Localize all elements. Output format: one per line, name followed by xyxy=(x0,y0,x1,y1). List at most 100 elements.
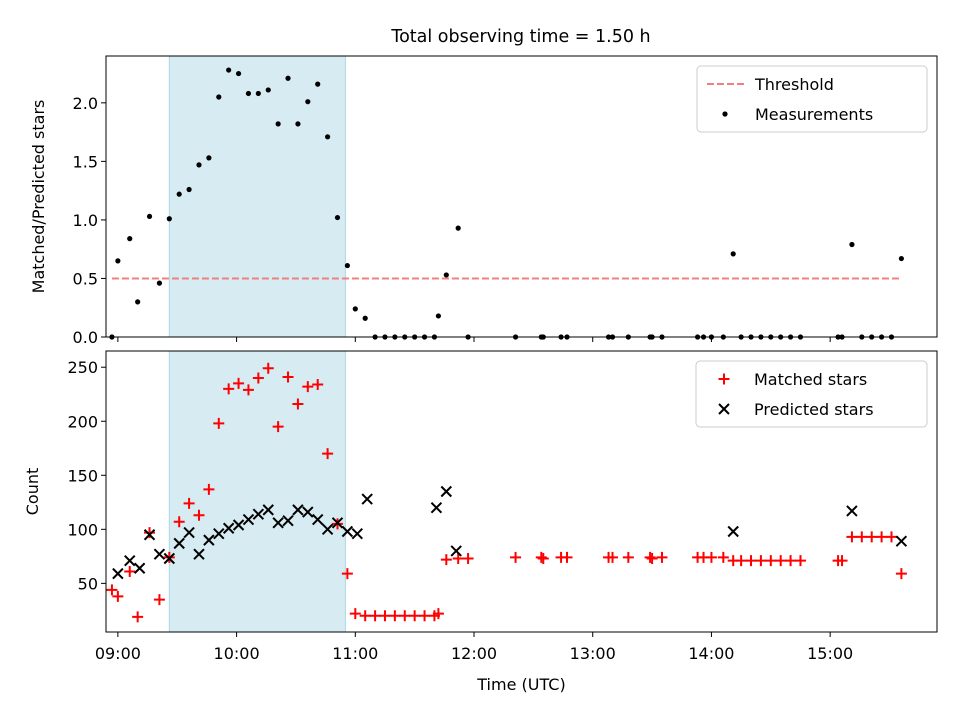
measurements-point xyxy=(206,155,212,161)
measurements-point xyxy=(295,121,301,127)
legend-box xyxy=(695,360,928,428)
matched-stars-point xyxy=(144,527,156,539)
legend-label: Measurements xyxy=(755,105,873,124)
matched-stars-point xyxy=(272,421,284,433)
matched-stars-point xyxy=(646,553,658,565)
matched-stars-point xyxy=(895,568,907,580)
matched-stars-point xyxy=(252,372,264,384)
measurements-point xyxy=(334,214,341,221)
shaded-interval xyxy=(168,55,346,338)
matched-stars-point xyxy=(124,565,136,577)
predicted-stars-point xyxy=(440,485,453,498)
axes-frame xyxy=(105,350,938,633)
matched-stars-point xyxy=(622,551,634,563)
matched-stars-point xyxy=(173,516,185,528)
predicted-stars-point xyxy=(232,519,245,531)
predicted-stars-point xyxy=(331,517,344,529)
predicted-stars-point xyxy=(341,525,354,538)
predicted-stars-point xyxy=(727,525,739,538)
matched-stars-point xyxy=(132,611,144,623)
predicted-stars-point xyxy=(242,513,255,526)
matched-stars-point xyxy=(717,551,729,563)
predicted-stars-point xyxy=(153,548,166,560)
x-tick-label: 15:00 xyxy=(807,644,853,663)
matched-stars-point xyxy=(203,483,215,495)
matched-stars-point xyxy=(765,555,777,567)
matched-stars-point xyxy=(440,554,452,566)
y-tick-label: 2.0 xyxy=(73,94,98,113)
predicted-stars-point xyxy=(133,562,146,574)
matched-stars-point xyxy=(735,555,747,567)
y-axis-label: Count xyxy=(23,468,42,516)
predicted-stars-point xyxy=(282,514,294,527)
matched-stars-point xyxy=(510,551,522,563)
legend-measurements-swatch xyxy=(722,111,728,117)
measurements-point xyxy=(226,67,232,73)
y-tick-label: 150 xyxy=(67,466,98,485)
matched-stars-point xyxy=(223,383,235,395)
measurements-point xyxy=(352,306,358,312)
y-tick-label: 0.0 xyxy=(73,328,98,347)
y-tick-label: 1.0 xyxy=(73,211,98,230)
predicted-stars-point xyxy=(292,504,304,516)
shaded-interval xyxy=(168,350,346,633)
predicted-stars-point xyxy=(895,535,908,547)
matched-stars-point xyxy=(312,379,324,391)
matched-stars-point xyxy=(106,584,118,596)
matched-stars-point xyxy=(193,509,205,521)
x-tick-label: 10:00 xyxy=(214,644,260,663)
predicted-stars-point xyxy=(203,534,215,546)
matched-stars-point xyxy=(794,555,806,567)
matched-stars-point xyxy=(462,553,474,565)
measurements-point xyxy=(362,315,368,321)
measurements-point xyxy=(285,75,291,81)
legend-label: Threshold xyxy=(754,75,834,94)
measurements-point xyxy=(127,236,133,242)
measurements-point xyxy=(325,134,331,140)
predicted-stars-point xyxy=(143,529,156,541)
matched-stars-point xyxy=(262,362,274,374)
legend: Matched stars Predicted stars xyxy=(695,360,928,428)
x-axis-label: Time (UTC) xyxy=(476,675,565,694)
matched-stars-point xyxy=(183,497,195,509)
x-tick-label: 11:00 xyxy=(332,644,378,663)
x-tick-label: 09:00 xyxy=(95,644,141,663)
axes-frame xyxy=(105,55,938,338)
predicted-stars-point xyxy=(361,493,373,505)
matched-stars-point xyxy=(836,555,848,567)
measurements-point xyxy=(156,280,163,286)
measurements-point xyxy=(146,213,153,220)
measurements-point xyxy=(443,272,449,278)
matched-stars-point xyxy=(561,551,573,563)
predicted-stars-point xyxy=(252,508,265,520)
legend-matched-swatch xyxy=(718,373,730,385)
predicted-stars-point xyxy=(112,567,124,580)
matched-stars-point xyxy=(233,377,245,389)
predicted-stars-point xyxy=(430,502,443,514)
predicted-stars-point xyxy=(183,526,195,539)
measurements-point xyxy=(315,81,321,87)
measurements-point xyxy=(265,87,271,93)
measurements-point xyxy=(898,255,904,262)
x-tick-label: 12:00 xyxy=(451,644,497,663)
x-tick-label: 13:00 xyxy=(570,644,616,663)
predicted-stars-point xyxy=(302,506,314,518)
predicted-stars-point xyxy=(222,522,235,534)
matched-stars-point xyxy=(537,553,549,565)
matched-stars-point xyxy=(153,594,165,606)
matched-stars-point xyxy=(866,531,878,543)
predicted-stars-point xyxy=(321,523,334,536)
matched-stars-point xyxy=(745,555,757,567)
matched-stars-point xyxy=(885,531,897,543)
measurements-point xyxy=(305,99,311,105)
measurements-point xyxy=(135,299,141,305)
measurements-point xyxy=(344,262,350,269)
matched-stars-point xyxy=(876,531,888,543)
matched-stars-point xyxy=(656,551,668,563)
matched-stars-point xyxy=(644,551,656,563)
measurements-point xyxy=(196,162,202,168)
matched-stars-point xyxy=(379,610,391,622)
y-tick-label: 250 xyxy=(67,358,98,377)
x-tick-label: 14:00 xyxy=(688,644,734,663)
